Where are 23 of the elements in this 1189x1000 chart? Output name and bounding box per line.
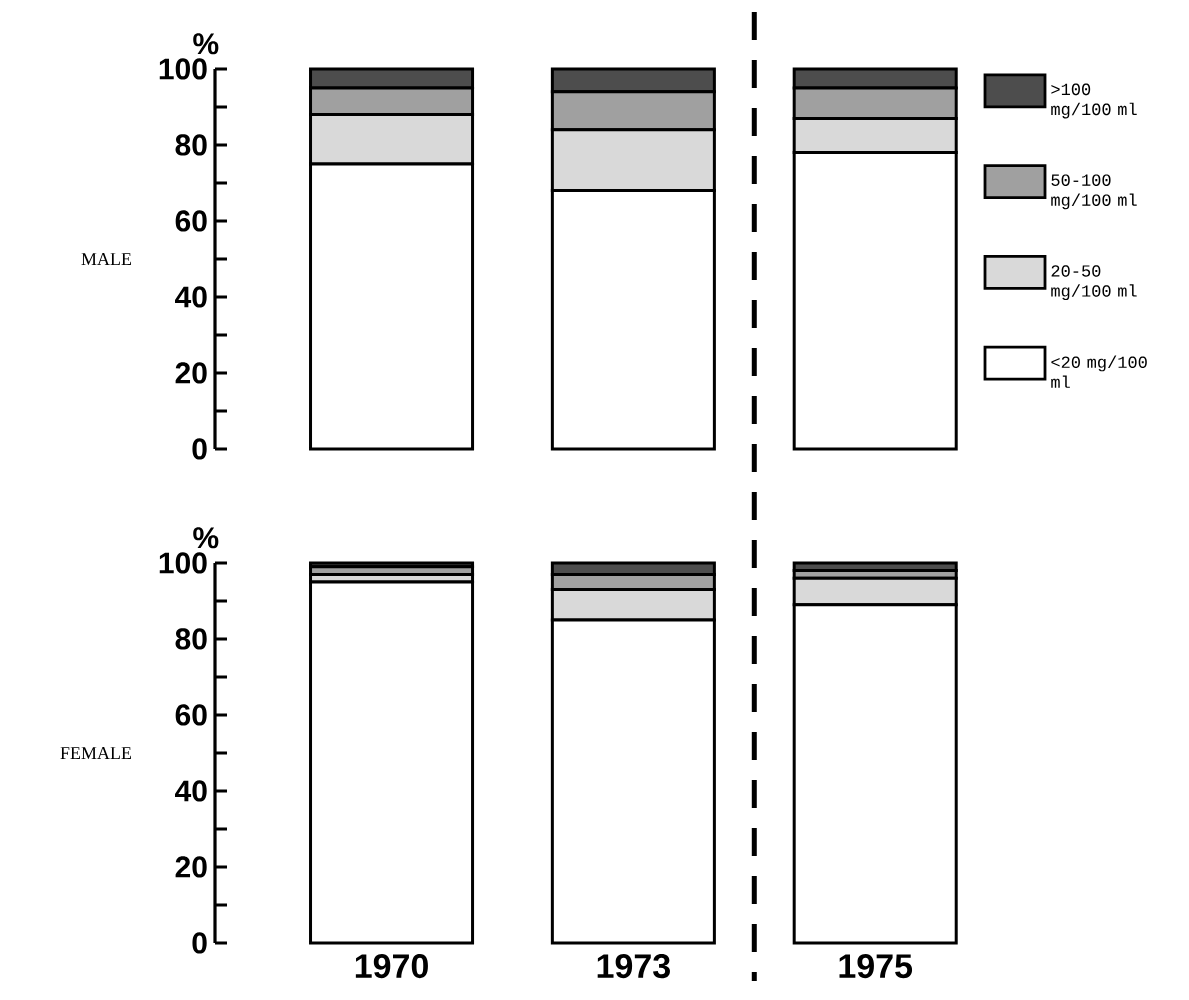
y-tick-label: 80 <box>175 628 207 650</box>
y-axis-title: FEMALE <box>60 747 132 759</box>
x-tick-label: 1973 <box>597 954 670 979</box>
y-tick-label: 20 <box>175 856 207 878</box>
legend-label: <20 mg/100 ml <box>1051 355 1147 388</box>
x-tick-label: 1975 <box>839 954 913 979</box>
y-tick-label: 80 <box>175 134 207 156</box>
y-tick-label: 60 <box>175 704 207 726</box>
y-tick-label: 40 <box>175 780 207 802</box>
y-tick-label: 0 <box>192 932 207 954</box>
y-tick-label: 100 <box>159 552 207 574</box>
y-tick-label: 40 <box>175 286 207 308</box>
y-axis-title: MALE <box>81 253 132 265</box>
x-tick-label: 1970 <box>355 954 428 979</box>
y-tick-label: 100 <box>159 58 207 80</box>
y-tick-label: 20 <box>175 362 207 384</box>
legend-label: >100 mg/100 ml <box>1051 83 1137 119</box>
text: % <box>193 527 219 549</box>
legend-label: 20-50 mg/100 ml <box>1051 265 1137 301</box>
y-tick-label: 0 <box>192 438 207 460</box>
y-tick-label: 60 <box>175 210 207 232</box>
text: % <box>193 33 219 55</box>
legend-label: 50-100 mg/100 ml <box>1051 174 1137 210</box>
